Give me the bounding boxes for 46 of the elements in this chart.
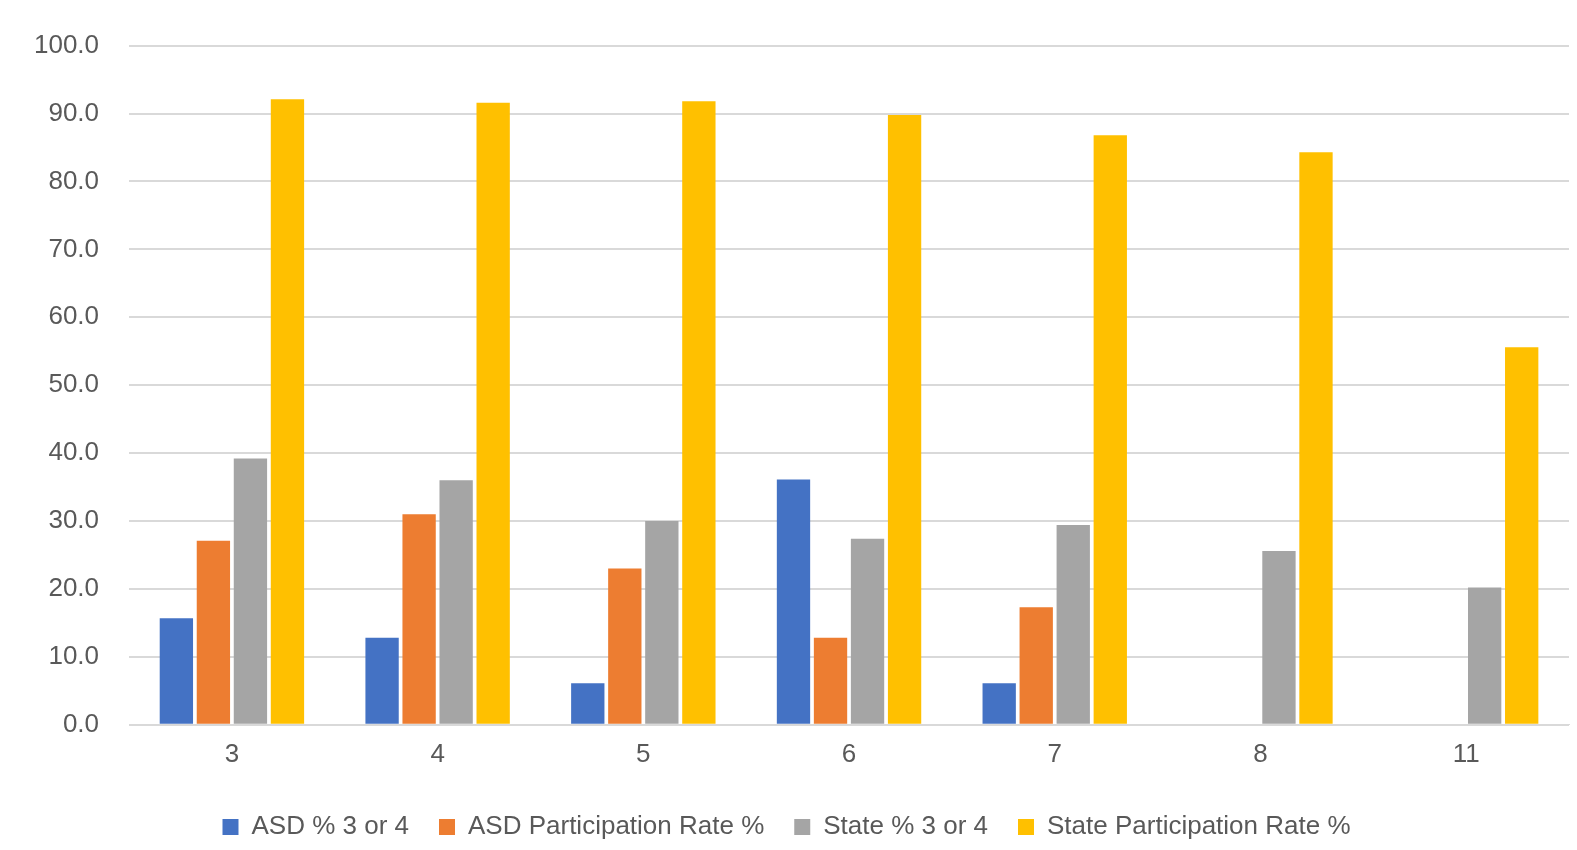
x-tick-label: 5 xyxy=(636,737,651,768)
y-tick-label: 40.0 xyxy=(48,436,100,467)
bar xyxy=(1093,135,1127,724)
x-tick-label: 7 xyxy=(1047,737,1062,768)
bar xyxy=(233,458,268,724)
bar xyxy=(571,683,605,724)
bar xyxy=(813,637,848,724)
bar xyxy=(270,99,305,724)
bar xyxy=(776,479,811,724)
x-tick-label: 11 xyxy=(1452,737,1480,768)
y-tick-label: 100.0 xyxy=(33,28,100,59)
bar xyxy=(1468,587,1502,724)
bar xyxy=(439,480,473,724)
bar xyxy=(1019,607,1053,724)
bar xyxy=(196,540,231,724)
y-tick-label: 70.0 xyxy=(48,232,100,263)
legend-label: State % 3 or 4 xyxy=(823,810,989,841)
bar xyxy=(1299,152,1333,724)
y-tick-label: 30.0 xyxy=(48,504,100,535)
y-tick-label: 90.0 xyxy=(48,96,100,127)
bar xyxy=(608,568,642,724)
legend-label: ASD % 3 or 4 xyxy=(251,810,410,841)
y-tick-label: 20.0 xyxy=(48,572,100,603)
x-tick-label: 3 xyxy=(224,737,240,768)
bar xyxy=(682,101,716,724)
y-tick-label: 60.0 xyxy=(48,300,100,331)
x-tick-label: 8 xyxy=(1253,737,1268,768)
bar xyxy=(365,637,399,724)
legend-label: ASD Participation Rate % xyxy=(468,810,765,841)
bar xyxy=(850,538,885,724)
x-tick-label: 6 xyxy=(841,737,857,768)
bar xyxy=(1262,550,1296,724)
bar xyxy=(402,514,436,724)
bar xyxy=(1505,347,1539,724)
y-tick-label: 0.0 xyxy=(62,707,100,738)
y-tick-label: 80.0 xyxy=(48,164,100,195)
bar xyxy=(1056,525,1090,724)
bar xyxy=(645,521,679,724)
y-tick-label: 10.0 xyxy=(48,640,100,671)
bar xyxy=(159,618,194,724)
bar xyxy=(887,114,922,724)
x-tick-label: 4 xyxy=(430,737,445,768)
bar xyxy=(476,102,510,724)
y-tick-label: 50.0 xyxy=(48,368,100,399)
bar xyxy=(982,683,1016,724)
legend-label: State Participation Rate % xyxy=(1047,810,1351,841)
